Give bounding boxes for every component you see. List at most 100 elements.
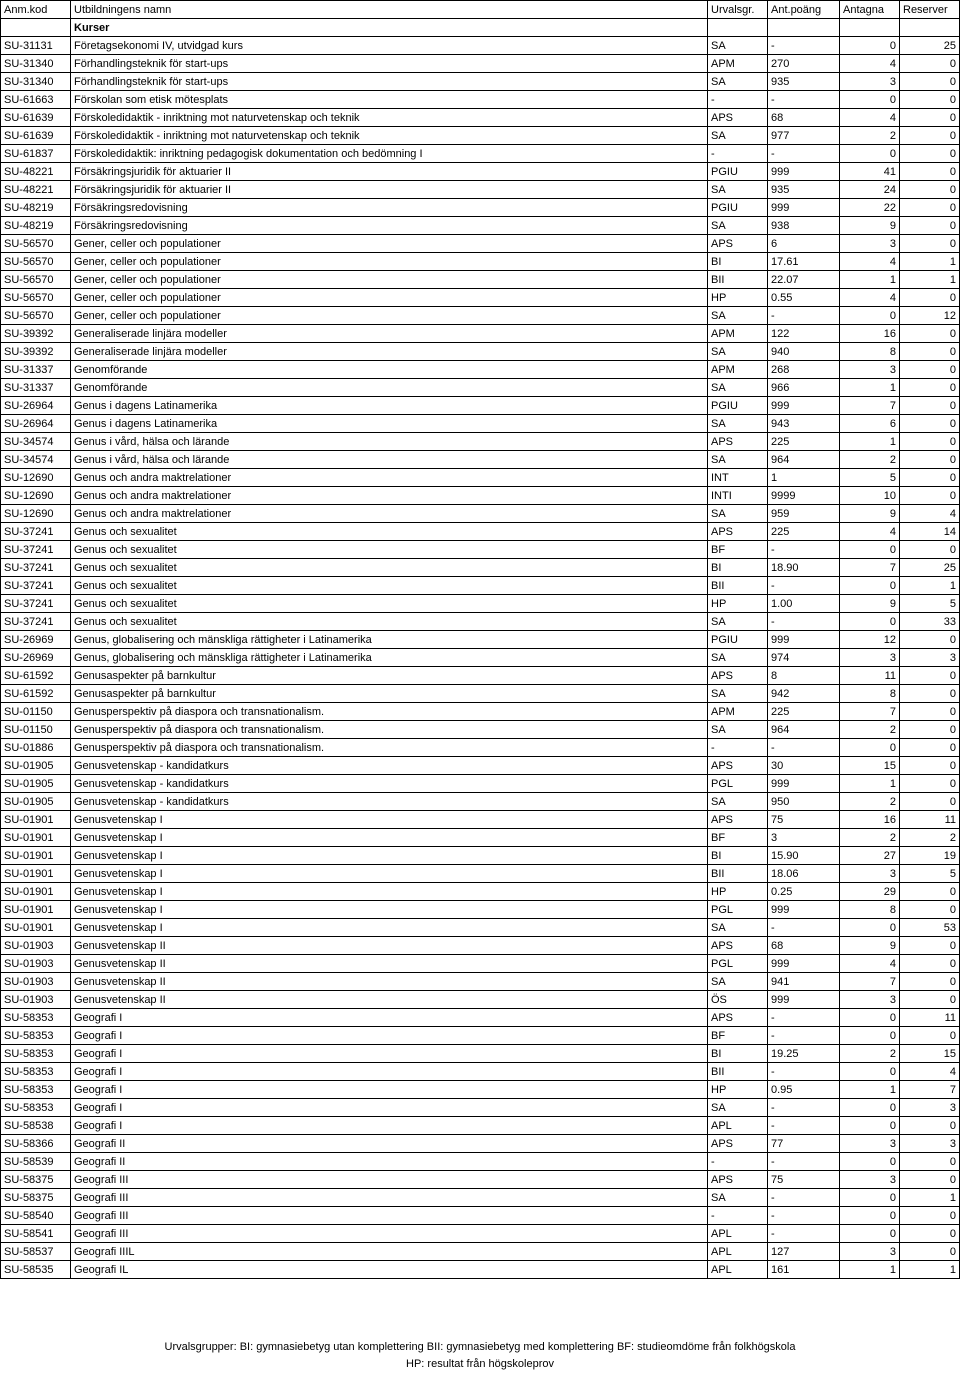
cell-code: SU-58540 xyxy=(1,1207,71,1225)
table-row: SU-01901Genusvetenskap IPGL99980 xyxy=(1,901,960,919)
cell-code: SU-12690 xyxy=(1,469,71,487)
cell-code: SU-58537 xyxy=(1,1243,71,1261)
cell-reserver: 0 xyxy=(900,199,960,217)
cell-name: Gener, celler och populationer xyxy=(71,289,708,307)
cell-code: SU-61592 xyxy=(1,685,71,703)
table-row: SU-58366Geografi IIAPS7733 xyxy=(1,1135,960,1153)
cell-antagna: 0 xyxy=(840,541,900,559)
cell-poang: 19.25 xyxy=(768,1045,840,1063)
table-row: SU-31131Företagsekonomi IV, utvidgad kur… xyxy=(1,37,960,55)
cell-reserver: 1 xyxy=(900,253,960,271)
table-row: SU-58375Geografi IIISA-01 xyxy=(1,1189,960,1207)
cell-antagna: 2 xyxy=(840,451,900,469)
cell-urval: SA xyxy=(708,217,768,235)
table-row: SU-37241Genus och sexualitetHP1.0095 xyxy=(1,595,960,613)
cell-code: SU-01905 xyxy=(1,775,71,793)
cell-name: Förhandlingsteknik för start-ups xyxy=(71,73,708,91)
cell-poang: 75 xyxy=(768,811,840,829)
cell-name: Genus och sexualitet xyxy=(71,613,708,631)
cell-code: SU-37241 xyxy=(1,613,71,631)
cell-urval: SA xyxy=(708,181,768,199)
cell-antagna: 3 xyxy=(840,1243,900,1261)
cell-urval: PGL xyxy=(708,955,768,973)
cell-poang: 1.00 xyxy=(768,595,840,613)
cell-poang: - xyxy=(768,577,840,595)
cell-urval: SA xyxy=(708,919,768,937)
cell-urval: BI xyxy=(708,847,768,865)
cell-antagna: 4 xyxy=(840,109,900,127)
cell-reserver: 0 xyxy=(900,343,960,361)
table-row: SU-37241Genus och sexualitetSA-033 xyxy=(1,613,960,631)
cell-poang: - xyxy=(768,1099,840,1117)
table-row: SU-26969Genus, globalisering och mänskli… xyxy=(1,631,960,649)
cell-reserver: 7 xyxy=(900,1081,960,1099)
table-row: SU-37241Genus och sexualitetBI18.90725 xyxy=(1,559,960,577)
cell-name: Genus och sexualitet xyxy=(71,577,708,595)
cell-urval: APM xyxy=(708,703,768,721)
cell-reserver: 0 xyxy=(900,1153,960,1171)
cell-poang: - xyxy=(768,1117,840,1135)
cell-antagna: 3 xyxy=(840,1171,900,1189)
cell-code: SU-12690 xyxy=(1,487,71,505)
table-row: SU-56570Gener, celler och populationerBI… xyxy=(1,253,960,271)
cell-code: SU-58541 xyxy=(1,1225,71,1243)
cell-poang: 225 xyxy=(768,433,840,451)
cell-code: SU-61639 xyxy=(1,127,71,145)
table-row: SU-12690Genus och andra maktrelationerIN… xyxy=(1,487,960,505)
cell-urval: BII xyxy=(708,1063,768,1081)
table-row: SU-58541Geografi IIIAPL-00 xyxy=(1,1225,960,1243)
cell-urval: APS xyxy=(708,1171,768,1189)
cell-poang: - xyxy=(768,1207,840,1225)
cell-reserver: 3 xyxy=(900,649,960,667)
cell-urval: SA xyxy=(708,505,768,523)
footer-line-1: Urvalsgrupper: BI: gymnasiebetyg utan ko… xyxy=(0,1339,960,1356)
cell-antagna: 22 xyxy=(840,199,900,217)
cell-name: Genusvetenskap I xyxy=(71,847,708,865)
cell-reserver: 0 xyxy=(900,415,960,433)
table-row: SU-01905Genusvetenskap - kandidatkursPGL… xyxy=(1,775,960,793)
cell-antagna: 9 xyxy=(840,595,900,613)
table-row: SU-61639Förskoledidaktik - inriktning mo… xyxy=(1,127,960,145)
cell-code: SU-58353 xyxy=(1,1063,71,1081)
cell-name: Geografi I xyxy=(71,1081,708,1099)
cell-reserver: 0 xyxy=(900,1243,960,1261)
cell-antagna: 3 xyxy=(840,361,900,379)
cell-poang: 999 xyxy=(768,631,840,649)
table-row: SU-12690Genus och andra maktrelationerIN… xyxy=(1,469,960,487)
cell-name: Geografi III xyxy=(71,1189,708,1207)
cell-poang: - xyxy=(768,1027,840,1045)
cell-antagna: 4 xyxy=(840,289,900,307)
table-row: SU-01901Genusvetenskap IAPS751611 xyxy=(1,811,960,829)
table-row: SU-61837Förskoledidaktik: inriktning ped… xyxy=(1,145,960,163)
cell-reserver: 0 xyxy=(900,127,960,145)
cell-urval: BI xyxy=(708,253,768,271)
cell-urval: APS xyxy=(708,811,768,829)
cell-name: Försäkringsjuridik för aktuarier II xyxy=(71,163,708,181)
cell-urval: APM xyxy=(708,361,768,379)
cell-poang: - xyxy=(768,1009,840,1027)
cell-antagna: 5 xyxy=(840,469,900,487)
cell-urval: - xyxy=(708,91,768,109)
table-row: SU-31337GenomförandeAPM26830 xyxy=(1,361,960,379)
cell-poang: - xyxy=(768,145,840,163)
cell-code: SU-58353 xyxy=(1,1027,71,1045)
table-row: SU-39392Generaliserade linjära modellerA… xyxy=(1,325,960,343)
table-row: SU-26964Genus i dagens LatinamerikaSA943… xyxy=(1,415,960,433)
cell-name: Geografi IIIL xyxy=(71,1243,708,1261)
cell-poang: 68 xyxy=(768,109,840,127)
table-row: SU-01903Genusvetenskap IIPGL99940 xyxy=(1,955,960,973)
table-row: SU-01903Genusvetenskap IISA94170 xyxy=(1,973,960,991)
col-header-poang: Ant.poäng xyxy=(768,1,840,19)
cell-urval: SA xyxy=(708,307,768,325)
table-row: SU-01901Genusvetenskap IBI15.902719 xyxy=(1,847,960,865)
cell-reserver: 53 xyxy=(900,919,960,937)
table-row: SU-37241Genus och sexualitetAPS225414 xyxy=(1,523,960,541)
cell-reserver: 25 xyxy=(900,37,960,55)
cell-name: Genusvetenskap I xyxy=(71,829,708,847)
cell-name: Generaliserade linjära modeller xyxy=(71,325,708,343)
cell-name: Försäkringsredovisning xyxy=(71,199,708,217)
cell-name: Förskoledidaktik - inriktning mot naturv… xyxy=(71,109,708,127)
cell-name: Genusperspektiv på diaspora och transnat… xyxy=(71,739,708,757)
table-row: SU-37241Genus och sexualitetBII-01 xyxy=(1,577,960,595)
cell-antagna: 2 xyxy=(840,1045,900,1063)
